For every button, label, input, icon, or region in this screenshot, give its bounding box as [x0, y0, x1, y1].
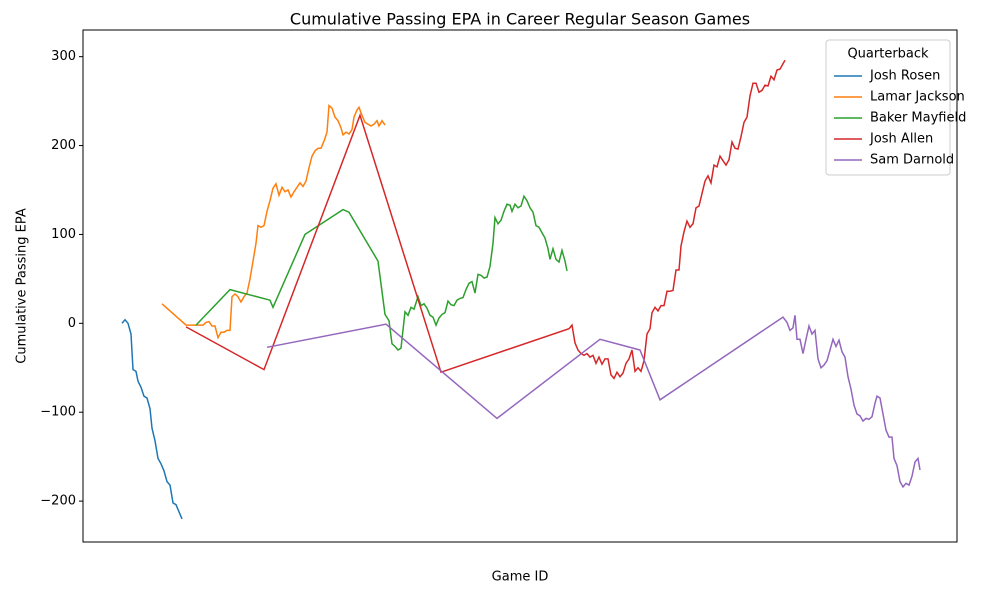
legend-label: Baker Mayfield — [870, 111, 966, 126]
plot-frame — [82, 29, 958, 543]
y-tick-label: −200 — [40, 494, 76, 509]
legend-label: Sam Darnold — [870, 153, 954, 168]
legend-box — [825, 39, 951, 176]
series-line — [161, 104, 386, 340]
y-tick-label: 0 — [68, 316, 76, 331]
y-tick-label: 300 — [51, 49, 76, 64]
y-tick-label: 100 — [51, 227, 76, 242]
series-line — [121, 318, 183, 520]
chart-title: Cumulative Passing EPA in Career Regular… — [290, 10, 750, 29]
y-tick-label: 200 — [51, 138, 76, 153]
series-line — [266, 315, 921, 489]
y-axis-label: Cumulative Passing EPA — [15, 208, 30, 364]
series-line — [185, 59, 786, 380]
y-tick-label: −100 — [40, 405, 76, 420]
legend-label: Josh Allen — [869, 132, 933, 147]
legend-label: Josh Rosen — [869, 69, 940, 84]
legend-label: Lamar Jackson — [870, 90, 965, 105]
x-axis-label: Game ID — [492, 570, 549, 585]
series-line — [195, 194, 568, 351]
legend-title: Quarterback — [847, 47, 929, 62]
